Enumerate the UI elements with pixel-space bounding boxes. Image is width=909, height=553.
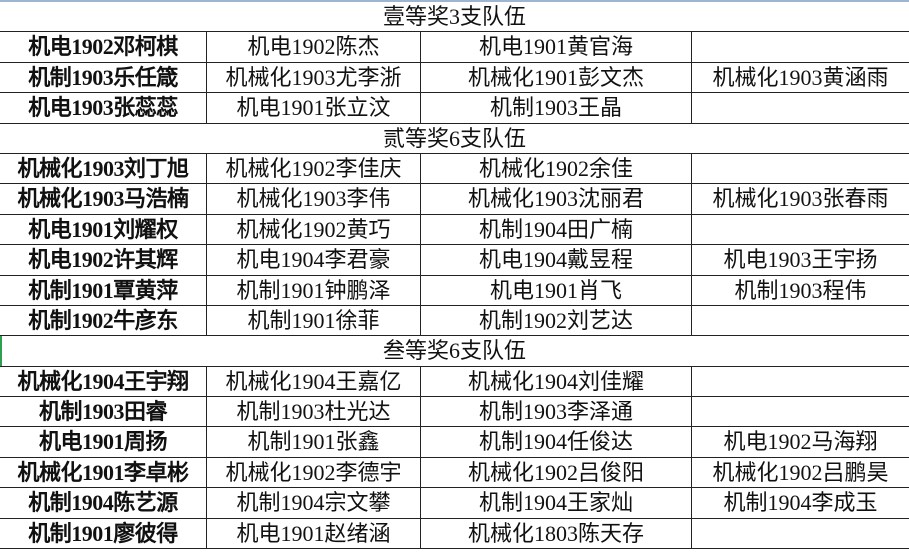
team-member-cell[interactable] [692, 93, 909, 122]
team-member-cell[interactable]: 机械化1902吕鹏昊 [712, 459, 889, 485]
team-leader-cell[interactable]: 机电1903张蕊蕊 [0, 93, 207, 123]
table-row: 机械化1901李卓彬 机械化1902李德宇 机械化1902吕俊阳 机械化1902吕鹏昊 [0, 457, 909, 489]
team-leader-cell[interactable]: 机制1902牛彦东 [0, 305, 207, 336]
team-leader-cell[interactable]: 机电1901刘耀权 [0, 214, 207, 245]
team-member-cell[interactable]: 机械化1904刘佳耀 [421, 366, 692, 397]
table-row: 机制1901覃黄萍 机制1901钟鹏泽 机电1901肖飞 机制1903程伟 [0, 275, 909, 306]
team-member-cell[interactable]: 机制1903王晶 [421, 93, 692, 123]
team-leader-cell[interactable]: 机电1902邓柯棋 [0, 32, 207, 62]
team-member-cell[interactable]: 机制1903李泽通 [421, 397, 692, 427]
team-member-cell[interactable]: 机制1901钟鹏泽 [207, 275, 421, 305]
team-leader-cell[interactable]: 机械化1904王宇翔 [0, 366, 207, 397]
team-leader-cell[interactable]: 机制1903乐任箴 [0, 62, 207, 93]
team-member-cell[interactable]: 机电1901张立汶 [207, 93, 421, 123]
team-member-cell[interactable]: 机制1902刘艺达 [421, 305, 692, 336]
table-row: 机制1904陈艺源 机制1904宗文攀 机制1904王家灿 机制1904李成玉 [0, 488, 909, 519]
team-member-cell[interactable]: 机电1901黄官海 [421, 32, 692, 62]
team-member-cell[interactable]: 机电1903王宇扬 [723, 247, 878, 273]
team-member-cell[interactable]: 机械化1903沈丽君 [421, 184, 692, 214]
section-header-cell[interactable]: 贰等奖6支队伍 [0, 124, 909, 154]
team-member-cell[interactable]: 机械化1902吕俊阳 [421, 457, 692, 488]
team-leader-cell[interactable]: 机电1902许其辉 [0, 245, 207, 275]
team-leader-cell[interactable]: 机制1903田睿 [0, 397, 207, 427]
table-row: 机电1903张蕊蕊 机电1901张立汶 机制1903王晶 [0, 93, 909, 124]
table-row: 机械化1904王宇翔 机械化1904王嘉亿 机械化1904刘佳耀 [0, 366, 909, 398]
selected-cell-indicator [0, 336, 2, 366]
team-member-cell[interactable] [692, 306, 909, 335]
team-member-cell[interactable]: 机电1904李君豪 [207, 245, 421, 275]
team-member-cell[interactable]: 机制1904李成玉 [723, 490, 878, 516]
table-row: 机制1902牛彦东 机制1901徐菲 机制1902刘艺达 [0, 305, 909, 337]
team-member-cell[interactable]: 机制1904任俊达 [421, 427, 692, 457]
team-leader-cell[interactable]: 机械化1903马浩楠 [0, 184, 207, 214]
team-leader-cell[interactable]: 机电1901周扬 [0, 427, 207, 457]
table-row: 机械化1903马浩楠 机械化1903李伟 机械化1903沈丽君 机械化1903张春雨 [0, 184, 909, 215]
team-member-cell[interactable]: 机制1903程伟 [734, 277, 867, 303]
table-row: 机电1902邓柯棋 机电1902陈杰 机电1901黄官海 [0, 32, 909, 63]
team-member-cell[interactable]: 机电1902陈杰 [207, 32, 421, 62]
team-leader-cell[interactable]: 机械化1903刘丁旭 [0, 153, 207, 184]
section-header-cell[interactable]: 叁等奖6支队伍 [0, 336, 909, 367]
team-member-cell[interactable]: 机械化1902李德宇 [207, 457, 421, 488]
team-member-cell[interactable]: 机械化1903黄涵雨 [712, 64, 889, 90]
team-member-cell[interactable]: 机制1904田广楠 [421, 214, 692, 245]
team-member-cell[interactable]: 机电1902马海翔 [723, 429, 878, 455]
team-member-cell[interactable] [692, 519, 909, 548]
table-row: 机械化1903刘丁旭 机械化1902李佳庆 机械化1902余佳 [0, 153, 909, 185]
team-member-cell[interactable]: 机制1901张鑫 [207, 427, 421, 457]
table-row: 机电1902许其辉 机电1904李君豪 机电1904戴昱程 机电1903王宇扬 [0, 245, 909, 276]
team-member-cell[interactable]: 机械化1903李伟 [207, 184, 421, 214]
team-member-cell[interactable]: 机械化1902黄巧 [207, 214, 421, 245]
team-member-cell[interactable]: 机械化1901彭文杰 [421, 62, 692, 93]
team-member-cell[interactable] [692, 215, 909, 244]
table-row: 机制1901廖彼得 机电1901赵绪涵 机械化1803陈天存 [0, 518, 909, 550]
table-row: 机制1903乐任箴 机械化1903尤李浙 机械化1901彭文杰 机械化1903黄涵雨 [0, 62, 909, 94]
team-member-cell[interactable]: 机制1903杜光达 [207, 397, 421, 427]
table-row: 机电1901周扬 机制1901张鑫 机制1904任俊达 机电1902马海翔 [0, 427, 909, 458]
team-leader-cell[interactable]: 机制1901廖彼得 [0, 518, 207, 549]
team-member-cell[interactable]: 机电1904戴昱程 [421, 245, 692, 275]
team-member-cell[interactable]: 机制1901徐菲 [207, 305, 421, 336]
table-row: 机制1903田睿 机制1903杜光达 机制1903李泽通 [0, 397, 909, 428]
team-member-cell[interactable]: 机械化1803陈天存 [421, 518, 692, 549]
team-leader-cell[interactable]: 机制1904陈艺源 [0, 488, 207, 518]
team-member-cell[interactable] [692, 154, 909, 183]
team-leader-cell[interactable]: 机制1901覃黄萍 [0, 275, 207, 305]
team-member-cell[interactable] [692, 367, 909, 396]
team-member-cell[interactable]: 机电1901赵绪涵 [207, 518, 421, 549]
team-member-cell[interactable]: 机械化1902余佳 [421, 153, 692, 184]
team-member-cell[interactable]: 机制1904王家灿 [421, 488, 692, 518]
table-row: 机电1901刘耀权 机械化1902黄巧 机制1904田广楠 [0, 214, 909, 246]
team-member-cell[interactable]: 机制1904宗文攀 [207, 488, 421, 518]
team-member-cell[interactable]: 机械化1904王嘉亿 [207, 366, 421, 397]
team-member-cell[interactable] [692, 32, 909, 61]
team-member-cell[interactable]: 机械化1903张春雨 [712, 186, 889, 212]
team-member-cell[interactable]: 机电1901肖飞 [421, 275, 692, 305]
section-header-cell[interactable]: 壹等奖3支队伍 [0, 2, 909, 33]
team-member-cell[interactable]: 机械化1903尤李浙 [207, 62, 421, 93]
team-member-cell[interactable]: 机械化1902李佳庆 [207, 153, 421, 184]
team-member-cell[interactable] [692, 397, 909, 426]
team-leader-cell[interactable]: 机械化1901李卓彬 [0, 457, 207, 488]
